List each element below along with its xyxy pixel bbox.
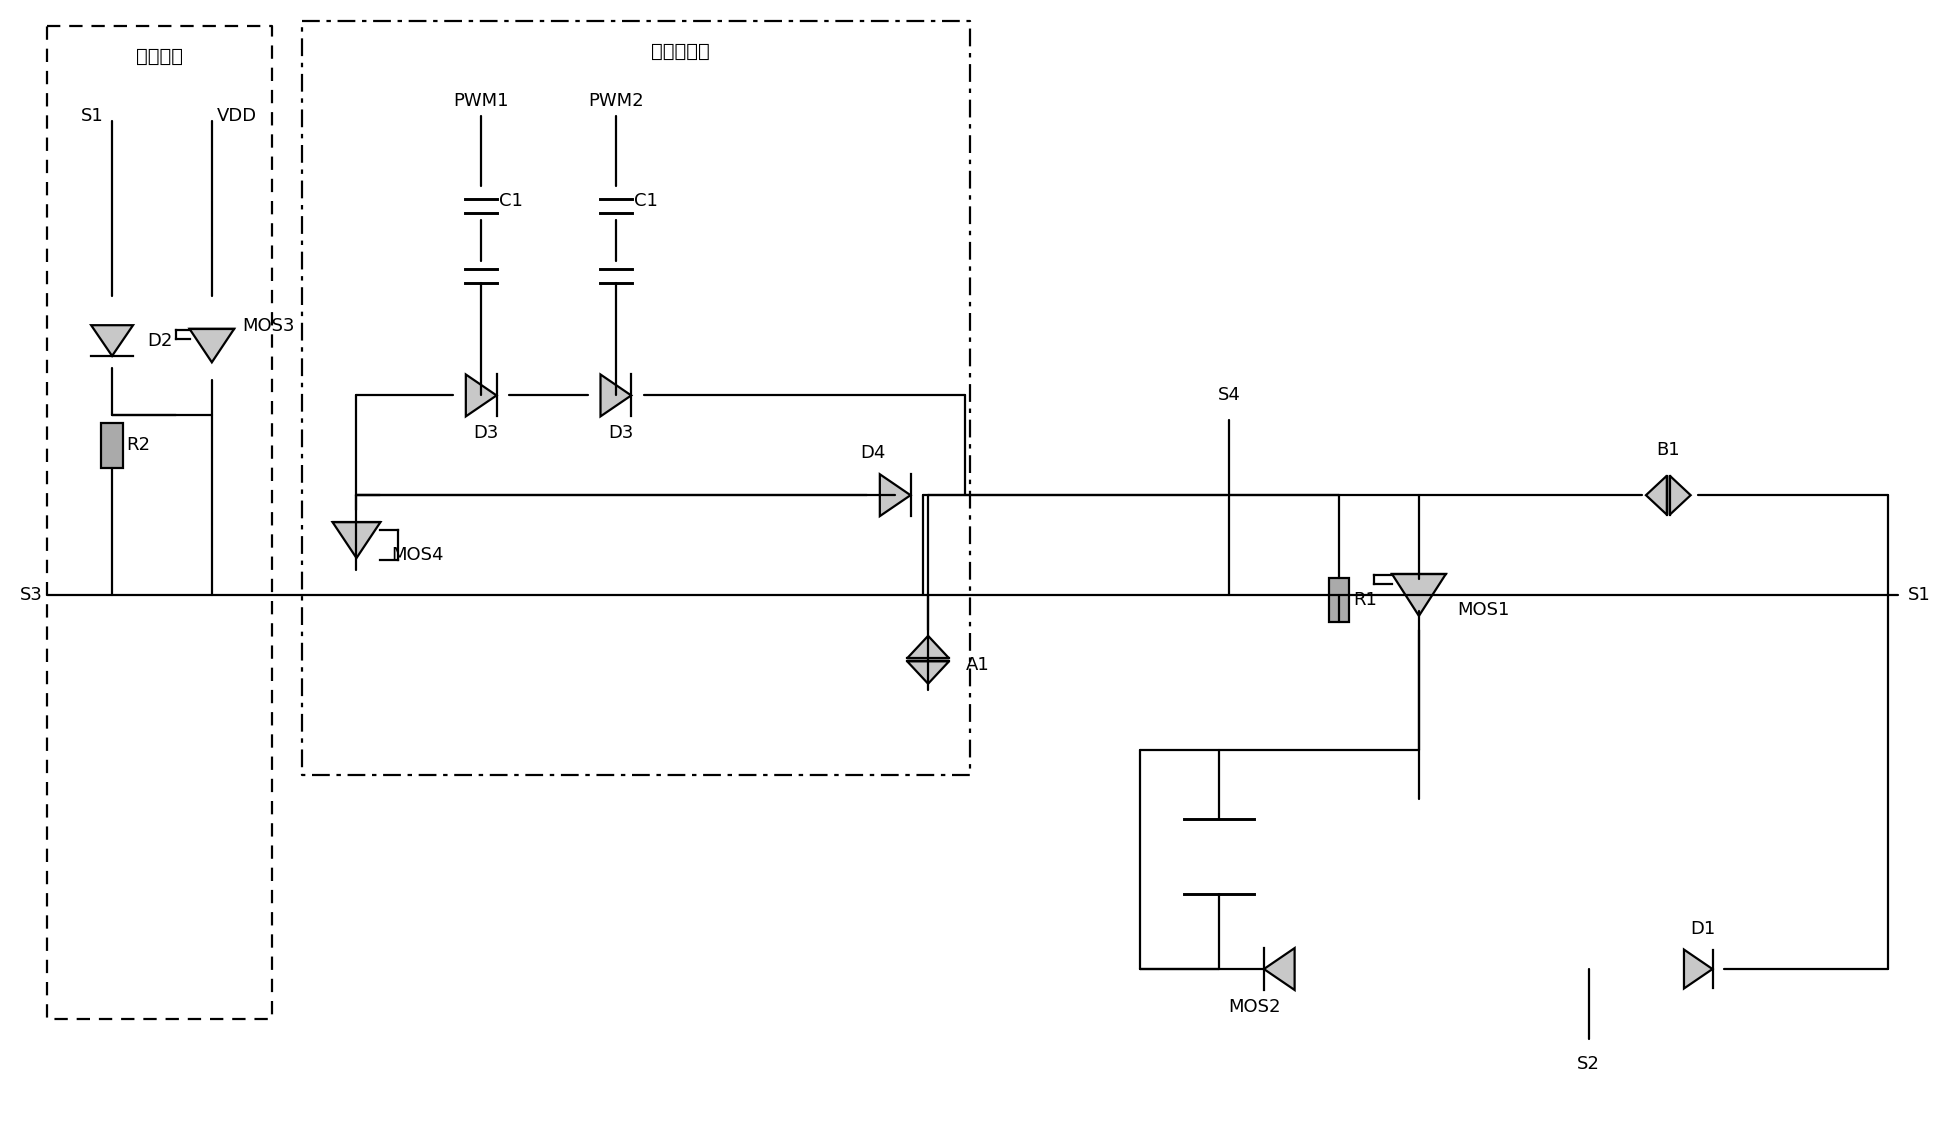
Text: C1: C1 [634, 192, 657, 210]
Text: MOS1: MOS1 [1457, 601, 1509, 619]
Text: PWM1: PWM1 [453, 92, 510, 110]
Text: R2: R2 [126, 436, 150, 454]
Polygon shape [601, 374, 632, 416]
Text: A1: A1 [967, 656, 990, 673]
Text: MOS2: MOS2 [1227, 998, 1280, 1016]
Text: D1: D1 [1690, 920, 1715, 938]
Text: VDD: VDD [216, 107, 257, 125]
Text: PWM2: PWM2 [587, 92, 644, 110]
Polygon shape [879, 474, 910, 516]
Polygon shape [1264, 949, 1295, 990]
Text: S2: S2 [1577, 1055, 1601, 1072]
Text: MOS3: MOS3 [241, 317, 294, 335]
Text: D3: D3 [473, 424, 498, 443]
Text: D2: D2 [148, 331, 173, 350]
Text: D4: D4 [860, 444, 885, 462]
Polygon shape [467, 374, 496, 416]
Polygon shape [333, 522, 381, 559]
Text: MOS4: MOS4 [391, 546, 443, 564]
Text: 电荷泵单元: 电荷泵单元 [652, 41, 710, 61]
Text: C1: C1 [500, 192, 523, 210]
Polygon shape [1684, 950, 1712, 989]
Polygon shape [906, 662, 949, 684]
Polygon shape [189, 329, 233, 362]
Text: S3: S3 [19, 586, 43, 604]
Polygon shape [1645, 476, 1667, 515]
Text: B1: B1 [1657, 442, 1680, 459]
Text: 供电单元: 供电单元 [136, 47, 183, 65]
Polygon shape [906, 635, 949, 658]
Bar [1328, 578, 1350, 622]
Polygon shape [1393, 574, 1445, 616]
Text: D3: D3 [609, 424, 634, 443]
Text: S1: S1 [82, 107, 105, 125]
Text: R1: R1 [1354, 591, 1377, 609]
Text: S4: S4 [1218, 387, 1241, 405]
Bar [101, 423, 123, 468]
Polygon shape [91, 326, 132, 356]
Text: S1: S1 [1908, 586, 1931, 604]
Polygon shape [1669, 476, 1690, 515]
